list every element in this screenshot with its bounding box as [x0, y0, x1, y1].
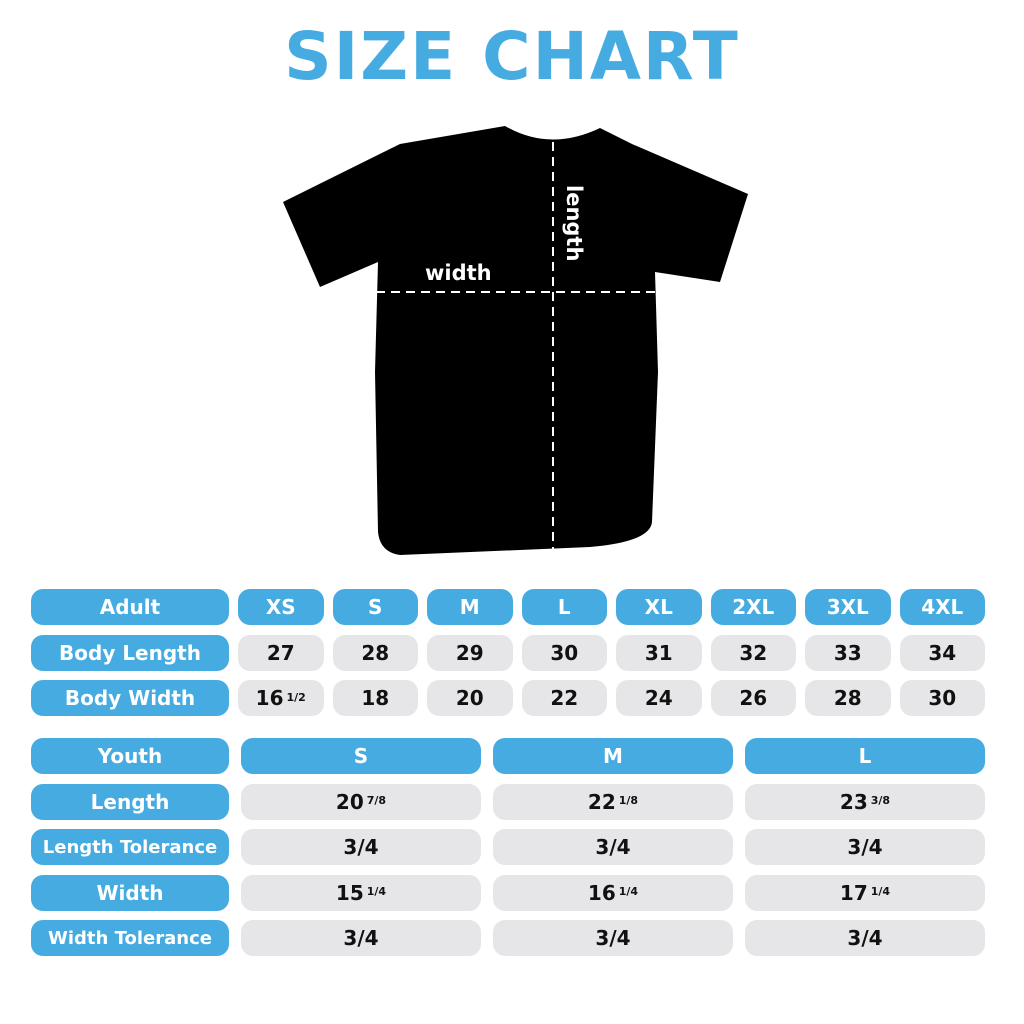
table-cell: 3/4 [241, 920, 481, 956]
table-cell: 15 1/4 [241, 874, 481, 911]
cell-fraction: 1/2 [286, 690, 306, 704]
table-cell: 29 [427, 634, 513, 671]
adult-size-table: Adult XS S M L XL 2XL 3XL 4XL Body Length 27 28 29 30… [31, 589, 985, 716]
size-header-m: M [493, 738, 733, 774]
cell-fraction: 7/8 [366, 794, 387, 807]
cell-value: 3/4 [343, 926, 379, 950]
table-cell: 22 1/8 [493, 783, 733, 820]
tshirt-diagram: width length [283, 126, 748, 555]
cell-value: 24 [644, 686, 673, 710]
row-label: Body Width [31, 680, 229, 716]
table-cell: 27 [238, 634, 324, 671]
tshirt-shape [283, 126, 748, 555]
cell-value: 20 [335, 789, 364, 814]
table-cell: 3/4 [745, 920, 985, 956]
table-cell: 26 [710, 680, 796, 716]
cell-value: 17 [839, 880, 868, 905]
table-cell: 18 [332, 680, 418, 716]
cell-fraction: 1/4 [618, 885, 639, 898]
row-label: Length Tolerance [31, 829, 229, 865]
size-header-2xl: 2XL [710, 589, 796, 625]
cell-value: 30 [550, 640, 579, 665]
size-header-m: M [427, 589, 513, 625]
row-label: Width [31, 874, 229, 911]
cell-value: 27 [266, 640, 295, 665]
cell-value: 3/4 [595, 835, 631, 859]
size-header-l: L [745, 738, 985, 774]
table-cell: 24 [616, 680, 702, 716]
size-header-s: S [241, 738, 481, 774]
cell-value: 20 [455, 686, 484, 710]
table-cell: 31 [616, 634, 702, 671]
cell-value: 32 [739, 640, 768, 665]
cell-value: 28 [833, 686, 862, 710]
cell-value: 23 [839, 789, 868, 814]
cell-value: 30 [928, 686, 957, 710]
table-cell: 20 [427, 680, 513, 716]
cell-value: 34 [928, 640, 957, 665]
cell-fraction: 1/4 [366, 885, 387, 898]
cell-value: 3/4 [343, 835, 379, 859]
width-label: width [425, 261, 492, 285]
cell-value: 3/4 [595, 926, 631, 950]
cell-value: 31 [644, 640, 673, 665]
table-cell: 16 1/2 [238, 680, 324, 716]
size-header-4xl: 4XL [899, 589, 985, 625]
row-label: Length [31, 783, 229, 820]
cell-value: 18 [361, 686, 390, 710]
cell-value: 3/4 [847, 835, 883, 859]
row-label: Body Length [31, 634, 229, 671]
youth-size-table: Youth S M L Length 20 7/8 22 1/8 23 3/8 Length Tole… [31, 738, 985, 956]
cell-fraction: 1/4 [870, 885, 891, 898]
table-cell: 33 [805, 634, 891, 671]
page-title: SIZE CHART [284, 18, 740, 95]
table-cell: 3/4 [493, 920, 733, 956]
size-header-xl: XL [616, 589, 702, 625]
table-cell: 3/4 [745, 829, 985, 865]
table-cell: 30 [899, 680, 985, 716]
table-cell: 23 3/8 [745, 783, 985, 820]
table-cell: 17 1/4 [745, 874, 985, 911]
table-cell: 28 [805, 680, 891, 716]
table-cell: 20 7/8 [241, 783, 481, 820]
table-cell: 16 1/4 [493, 874, 733, 911]
cell-value: 28 [361, 640, 390, 665]
cell-value: 15 [335, 880, 364, 905]
cell-fraction: 1/8 [618, 794, 639, 807]
size-header-xs: XS [238, 589, 324, 625]
cell-fraction: 3/8 [870, 794, 891, 807]
adult-header-label: Adult [31, 589, 229, 625]
cell-value: 22 [587, 789, 616, 814]
cell-value: 26 [739, 686, 768, 710]
table-cell: 22 [521, 680, 607, 716]
row-label: Width Tolerance [31, 920, 229, 956]
table-cell: 28 [332, 634, 418, 671]
size-header-s: S [332, 589, 418, 625]
cell-value: 16 [255, 686, 284, 710]
cell-value: 29 [455, 640, 484, 665]
cell-value: 22 [550, 686, 579, 710]
youth-header-label: Youth [31, 738, 229, 774]
table-cell: 32 [710, 634, 796, 671]
table-cell: 3/4 [241, 829, 481, 865]
table-cell: 30 [521, 634, 607, 671]
cell-value: 3/4 [847, 926, 883, 950]
size-header-3xl: 3XL [805, 589, 891, 625]
cell-value: 16 [587, 880, 616, 905]
table-cell: 3/4 [493, 829, 733, 865]
length-label: length [562, 185, 586, 261]
size-header-l: L [521, 589, 607, 625]
cell-value: 33 [833, 640, 862, 665]
table-cell: 34 [899, 634, 985, 671]
